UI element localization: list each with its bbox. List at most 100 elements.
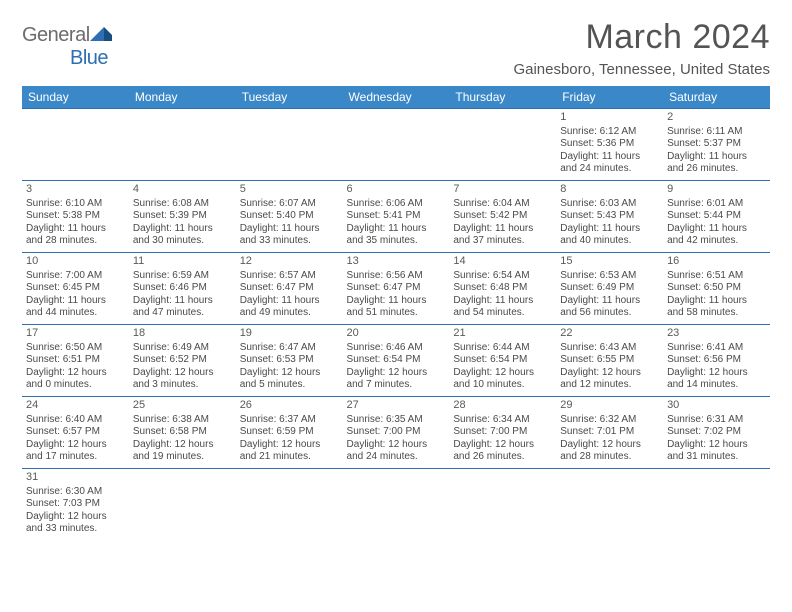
calendar-cell: 20Sunrise: 6:46 AMSunset: 6:54 PMDayligh… (343, 325, 450, 397)
sunset-text: Sunset: 7:00 PM (453, 426, 552, 439)
weekday-header: Saturday (663, 86, 770, 109)
calendar-row: 31Sunrise: 6:30 AMSunset: 7:03 PMDayligh… (22, 469, 770, 541)
calendar-cell (236, 109, 343, 181)
logo-text: GeneralBlue (22, 24, 112, 70)
sunrise-text: Sunrise: 6:51 AM (667, 270, 766, 283)
calendar-cell (343, 109, 450, 181)
daylight-text: Daylight: 11 hours (667, 223, 766, 236)
day-number: 18 (133, 327, 232, 341)
day-number: 27 (347, 399, 446, 413)
daylight-text: and 40 minutes. (560, 235, 659, 248)
sunrise-text: Sunrise: 6:01 AM (667, 198, 766, 211)
daylight-text: and 28 minutes. (26, 235, 125, 248)
sunrise-text: Sunrise: 7:00 AM (26, 270, 125, 283)
calendar-cell: 18Sunrise: 6:49 AMSunset: 6:52 PMDayligh… (129, 325, 236, 397)
sunset-text: Sunset: 6:57 PM (26, 426, 125, 439)
sunset-text: Sunset: 6:53 PM (240, 354, 339, 367)
sunrise-text: Sunrise: 6:57 AM (240, 270, 339, 283)
sunset-text: Sunset: 5:39 PM (133, 210, 232, 223)
day-number: 1 (560, 111, 659, 125)
daylight-text: and 14 minutes. (667, 379, 766, 392)
daylight-text: Daylight: 12 hours (560, 367, 659, 380)
sunrise-text: Sunrise: 6:38 AM (133, 414, 232, 427)
sunrise-text: Sunrise: 6:03 AM (560, 198, 659, 211)
daylight-text: and 51 minutes. (347, 307, 446, 320)
sunset-text: Sunset: 6:59 PM (240, 426, 339, 439)
daylight-text: and 21 minutes. (240, 451, 339, 464)
calendar-cell: 21Sunrise: 6:44 AMSunset: 6:54 PMDayligh… (449, 325, 556, 397)
day-number: 4 (133, 183, 232, 197)
daylight-text: Daylight: 12 hours (26, 439, 125, 452)
daylight-text: Daylight: 11 hours (133, 223, 232, 236)
sunset-text: Sunset: 6:47 PM (347, 282, 446, 295)
daylight-text: Daylight: 11 hours (667, 295, 766, 308)
daylight-text: and 19 minutes. (133, 451, 232, 464)
day-number: 31 (26, 471, 125, 485)
calendar-cell: 12Sunrise: 6:57 AMSunset: 6:47 PMDayligh… (236, 253, 343, 325)
sunset-text: Sunset: 5:40 PM (240, 210, 339, 223)
day-number: 22 (560, 327, 659, 341)
daylight-text: and 31 minutes. (667, 451, 766, 464)
daylight-text: Daylight: 12 hours (133, 439, 232, 452)
day-number: 24 (26, 399, 125, 413)
calendar-row: 24Sunrise: 6:40 AMSunset: 6:57 PMDayligh… (22, 397, 770, 469)
daylight-text: and 26 minutes. (453, 451, 552, 464)
calendar-cell: 3Sunrise: 6:10 AMSunset: 5:38 PMDaylight… (22, 181, 129, 253)
sunset-text: Sunset: 6:48 PM (453, 282, 552, 295)
sunset-text: Sunset: 6:45 PM (26, 282, 125, 295)
calendar-cell: 13Sunrise: 6:56 AMSunset: 6:47 PMDayligh… (343, 253, 450, 325)
daylight-text: Daylight: 12 hours (667, 439, 766, 452)
sunset-text: Sunset: 5:42 PM (453, 210, 552, 223)
sunset-text: Sunset: 6:54 PM (453, 354, 552, 367)
calendar-cell: 26Sunrise: 6:37 AMSunset: 6:59 PMDayligh… (236, 397, 343, 469)
sunset-text: Sunset: 6:55 PM (560, 354, 659, 367)
day-number: 5 (240, 183, 339, 197)
calendar-cell: 4Sunrise: 6:08 AMSunset: 5:39 PMDaylight… (129, 181, 236, 253)
calendar-cell: 2Sunrise: 6:11 AMSunset: 5:37 PMDaylight… (663, 109, 770, 181)
sunrise-text: Sunrise: 6:54 AM (453, 270, 552, 283)
daylight-text: Daylight: 12 hours (453, 439, 552, 452)
day-number: 11 (133, 255, 232, 269)
day-number: 7 (453, 183, 552, 197)
day-number: 23 (667, 327, 766, 341)
calendar-cell: 22Sunrise: 6:43 AMSunset: 6:55 PMDayligh… (556, 325, 663, 397)
daylight-text: Daylight: 12 hours (240, 367, 339, 380)
daylight-text: Daylight: 11 hours (560, 223, 659, 236)
calendar-cell: 19Sunrise: 6:47 AMSunset: 6:53 PMDayligh… (236, 325, 343, 397)
day-number: 20 (347, 327, 446, 341)
calendar-body: 1Sunrise: 6:12 AMSunset: 5:36 PMDaylight… (22, 109, 770, 541)
daylight-text: and 3 minutes. (133, 379, 232, 392)
calendar-cell (236, 469, 343, 541)
day-number: 28 (453, 399, 552, 413)
sunset-text: Sunset: 6:50 PM (667, 282, 766, 295)
daylight-text: Daylight: 11 hours (560, 295, 659, 308)
sunrise-text: Sunrise: 6:10 AM (26, 198, 125, 211)
day-number: 6 (347, 183, 446, 197)
sunrise-text: Sunrise: 6:41 AM (667, 342, 766, 355)
daylight-text: Daylight: 12 hours (26, 367, 125, 380)
calendar-cell (449, 469, 556, 541)
calendar-table: SundayMondayTuesdayWednesdayThursdayFrid… (22, 86, 770, 541)
calendar-row: 10Sunrise: 7:00 AMSunset: 6:45 PMDayligh… (22, 253, 770, 325)
weekday-header: Sunday (22, 86, 129, 109)
daylight-text: Daylight: 11 hours (347, 295, 446, 308)
daylight-text: and 58 minutes. (667, 307, 766, 320)
day-number: 26 (240, 399, 339, 413)
daylight-text: Daylight: 11 hours (240, 295, 339, 308)
calendar-cell (449, 109, 556, 181)
sunrise-text: Sunrise: 6:40 AM (26, 414, 125, 427)
daylight-text: Daylight: 11 hours (347, 223, 446, 236)
calendar-cell: 31Sunrise: 6:30 AMSunset: 7:03 PMDayligh… (22, 469, 129, 541)
calendar-cell (129, 109, 236, 181)
logo-text-gray: General (22, 24, 90, 46)
calendar-cell (343, 469, 450, 541)
sunrise-text: Sunrise: 6:06 AM (347, 198, 446, 211)
sunset-text: Sunset: 5:43 PM (560, 210, 659, 223)
daylight-text: and 33 minutes. (240, 235, 339, 248)
sunset-text: Sunset: 5:36 PM (560, 138, 659, 151)
daylight-text: Daylight: 11 hours (133, 295, 232, 308)
day-number: 9 (667, 183, 766, 197)
sunset-text: Sunset: 7:03 PM (26, 498, 125, 511)
calendar-cell: 8Sunrise: 6:03 AMSunset: 5:43 PMDaylight… (556, 181, 663, 253)
sunrise-text: Sunrise: 6:44 AM (453, 342, 552, 355)
